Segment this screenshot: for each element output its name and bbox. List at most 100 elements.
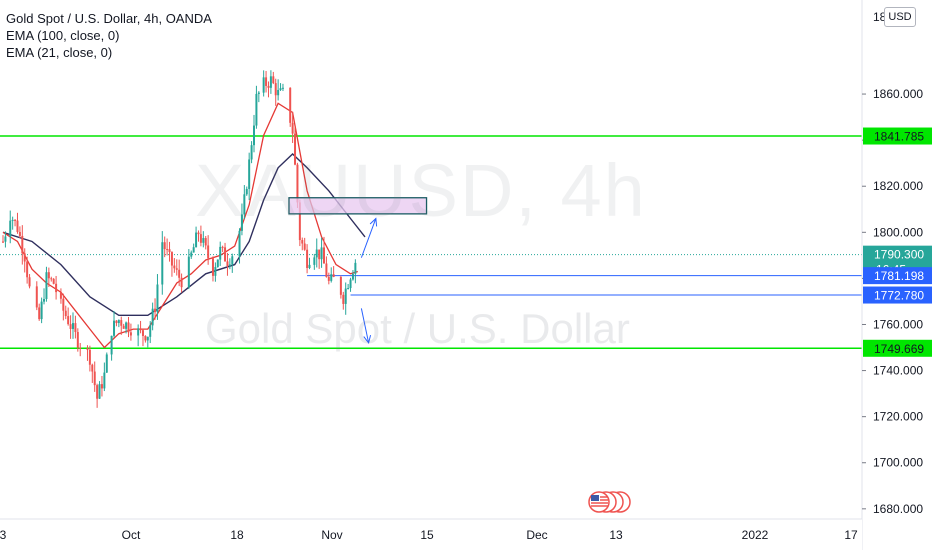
- candle-body: [255, 93, 258, 126]
- time-tick-label: 2022: [742, 528, 769, 542]
- candle-body: [303, 243, 306, 250]
- candle-body: [47, 272, 50, 279]
- symbol-title[interactable]: Gold Spot / U.S. Dollar, 4h, OANDA: [6, 11, 212, 26]
- candle-body: [190, 252, 193, 257]
- price-tag-bg: [863, 127, 932, 145]
- candle-body: [103, 372, 106, 389]
- candle-body: [98, 384, 101, 399]
- candle-body: [149, 325, 152, 337]
- candle-body: [154, 308, 157, 313]
- zone-rectangle: [288, 197, 428, 215]
- candle-body: [252, 125, 255, 146]
- candle-body: [245, 188, 248, 195]
- arrow-down-shaft: [360, 308, 370, 344]
- time-axis[interactable]: 3 Oct 18 Nov 15 Dec 13 2022 17: [0, 518, 862, 550]
- description-watermark: Gold Spot / U.S. Dollar: [205, 305, 630, 352]
- candle-body: [141, 330, 144, 336]
- candle-body: [204, 238, 207, 246]
- candle-body: [166, 249, 169, 251]
- candle-body: [267, 85, 270, 88]
- candle-body: [274, 83, 277, 96]
- price-labels: 1841.7851790.30016:451781.1981772.780174…: [863, 127, 932, 357]
- candle-body: [330, 274, 333, 281]
- candle-body: [151, 308, 154, 326]
- price-tag-label: 1749.669: [874, 342, 924, 356]
- price-tag-bg: [863, 267, 932, 285]
- candle-body: [4, 236, 7, 242]
- candle-body: [16, 220, 19, 232]
- candle-body: [79, 347, 82, 349]
- candle-body: [192, 247, 195, 253]
- candle-body: [163, 242, 166, 250]
- candle-body: [26, 261, 29, 278]
- candle-body: [115, 320, 118, 324]
- candle-body: [43, 298, 46, 302]
- candle-body: [351, 273, 354, 280]
- currency-button[interactable]: USD: [884, 7, 916, 27]
- price-tag-bg: [863, 339, 932, 357]
- candle-body: [67, 316, 70, 325]
- candle-body: [187, 256, 190, 288]
- price-tick-label: 1740.000: [873, 364, 923, 378]
- candle-body: [100, 384, 103, 389]
- candle-body: [59, 292, 62, 299]
- candle-body: [344, 288, 347, 304]
- plot-area[interactable]: [0, 0, 862, 519]
- candle-body: [122, 325, 125, 329]
- candle-body: [52, 279, 55, 284]
- candle-body: [38, 307, 41, 320]
- projection-arrows[interactable]: [360, 217, 378, 345]
- candle-body: [197, 232, 200, 235]
- candle-body: [40, 301, 43, 320]
- time-tick-label: Dec: [526, 528, 547, 542]
- price-tick-label: 1800.000: [873, 225, 923, 239]
- candle-body: [2, 241, 4, 243]
- candle-body: [279, 88, 282, 90]
- candle-body: [18, 231, 21, 236]
- price-tag-label: 1781.198: [874, 269, 924, 283]
- candle-body: [269, 76, 272, 88]
- candle-body: [342, 294, 345, 304]
- indicator-ema-21[interactable]: EMA (21, close, 0): [6, 45, 113, 60]
- candle-body: [231, 256, 234, 265]
- candle-body: [9, 220, 12, 237]
- candle-body: [339, 276, 342, 295]
- candle-body: [23, 253, 26, 262]
- candles: [2, 70, 357, 408]
- events-flags-icon[interactable]: [580, 489, 634, 515]
- supply-zone[interactable]: [288, 197, 428, 215]
- candle-body: [219, 246, 222, 260]
- price-tick-label: 1820.000: [873, 179, 923, 193]
- ema-100-line: [2, 153, 366, 316]
- time-tick-label: 17: [844, 528, 858, 542]
- candle-body: [199, 234, 202, 243]
- candle-body: [178, 269, 181, 278]
- candle-body: [35, 286, 38, 308]
- arrow-up-head: [369, 217, 378, 227]
- candle-body: [21, 235, 24, 254]
- price-tick-label: 1680.000: [873, 502, 923, 516]
- candle-body: [347, 288, 350, 290]
- price-tag-label: 1841.785: [874, 130, 924, 144]
- candle-body: [156, 284, 159, 313]
- candle-body: [214, 267, 217, 276]
- candle-body: [221, 246, 224, 248]
- time-tick-label: Nov: [321, 528, 342, 542]
- candle-body: [250, 145, 253, 160]
- candle-body: [325, 263, 328, 277]
- candle-body: [202, 238, 205, 243]
- candle-body: [88, 349, 91, 365]
- candle-body: [50, 278, 53, 280]
- candle-body: [120, 320, 123, 326]
- plot-background: [0, 0, 862, 519]
- price-tick-label: 1760.000: [873, 317, 923, 331]
- price-tag-bg: [863, 286, 932, 304]
- candle-body: [64, 310, 67, 317]
- candle-body: [289, 87, 292, 123]
- candle-body: [11, 219, 14, 221]
- time-axis-bg: [0, 519, 862, 550]
- candle-body: [228, 264, 231, 266]
- symbol-watermark: XAUUSD, 4h: [195, 149, 647, 232]
- indicator-ema-100[interactable]: EMA (100, close, 0): [6, 28, 120, 43]
